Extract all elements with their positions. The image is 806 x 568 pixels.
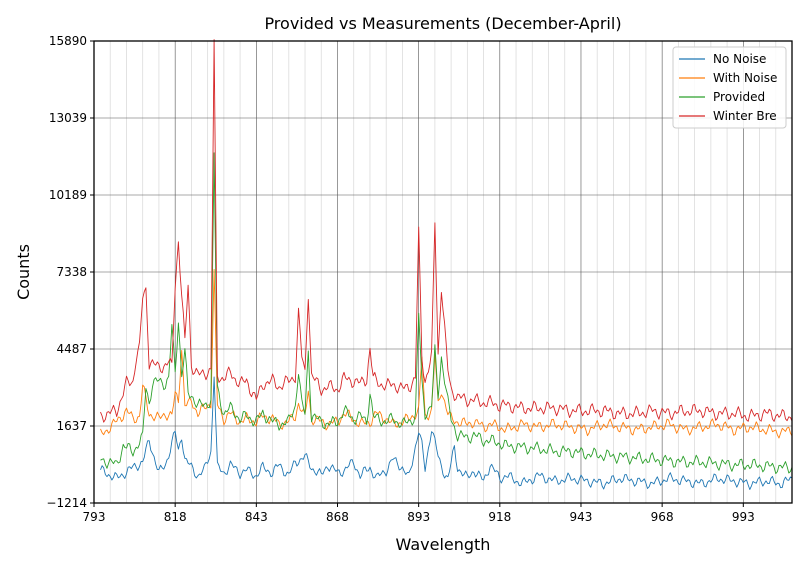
x-tick-label: 843 [245,510,268,524]
legend-label: Provided [713,90,765,104]
y-tick-label: −1214 [46,496,87,510]
series-line-no-noise [100,376,793,490]
x-tick-label: 918 [488,510,511,524]
series-line-provided [100,152,793,475]
y-tick-label: 1637 [56,419,87,433]
x-tick-label: 968 [651,510,674,524]
x-tick-label: 868 [326,510,349,524]
chart-title: Provided vs Measurements (December-April… [264,14,621,33]
series-layer [100,39,793,490]
legend-label: With Noise [713,71,777,85]
y-axis-label: Counts [14,244,33,300]
y-tick-label: 15890 [49,34,87,48]
series-line-with-noise [100,269,793,439]
x-tick-label: 993 [732,510,755,524]
x-axis-label: Wavelength [396,535,491,554]
y-axis-ticks: −1214 1637 4487 7338 10189 13039 15890 [46,34,94,510]
legend-label: Winter Bre [713,109,777,123]
y-tick-label: 4487 [56,342,87,356]
y-tick-label: 7338 [56,265,87,279]
legend-box [672,46,787,129]
x-tick-label: 943 [570,510,593,524]
legend: No Noise With Noise Provided Winter Bre [672,46,787,129]
x-axis-ticks: 793 818 843 868 893 918 943 968 993 [83,503,755,524]
x-tick-label: 793 [83,510,106,524]
y-tick-label: 13039 [49,111,87,125]
x-tick-label: 818 [164,510,187,524]
x-tick-label: 893 [407,510,430,524]
series-line-winter-bre [100,39,793,423]
legend-label: No Noise [713,52,766,66]
y-tick-label: 10189 [49,188,87,202]
